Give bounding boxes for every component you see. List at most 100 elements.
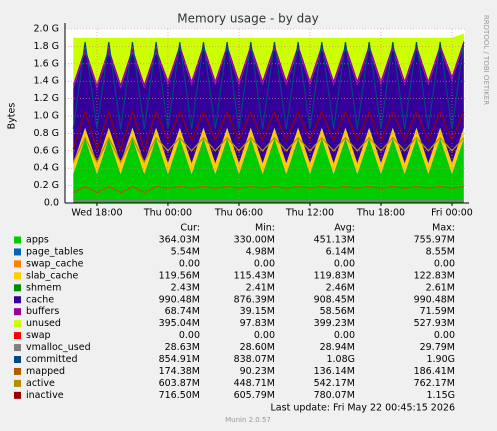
legend-value: 838.07M	[234, 354, 275, 365]
area	[73, 138, 464, 175]
legend-swatch	[14, 296, 21, 304]
legend-value: 990.48M	[159, 294, 200, 305]
chart-title: Memory usage - by day	[177, 12, 318, 26]
legend-value: 119.56M	[159, 270, 200, 281]
area	[73, 39, 464, 89]
legend-value: 542.17M	[314, 378, 355, 389]
legend-entry: shmem	[26, 282, 61, 293]
y-tick-label: 0.4 G	[34, 163, 60, 174]
y-tick-label: 1.2 G	[34, 93, 60, 104]
x-tick-label: Fri 00:00	[431, 208, 473, 219]
legend-entry: cache	[26, 294, 54, 305]
y-tick-label: 0.6 G	[34, 145, 60, 156]
legend-value: 90.23M	[240, 366, 275, 377]
legend-value: 4.98M	[246, 246, 275, 257]
legend-entry: buffers	[26, 306, 59, 317]
legend-value: 39.15M	[240, 306, 275, 317]
legend-entry: swap	[26, 330, 51, 341]
x-tick-label: Thu 12:00	[285, 208, 334, 219]
legend-entry: mapped	[26, 366, 65, 377]
legend-swatch	[14, 272, 21, 280]
legend-value: 762.17M	[414, 378, 455, 389]
legend-value: 8.55M	[426, 246, 455, 257]
line	[72, 41, 465, 130]
legend-value: 2.43M	[171, 282, 200, 293]
legend-value: 990.48M	[414, 294, 455, 305]
legend-value: 122.83M	[414, 270, 455, 281]
area	[73, 127, 464, 174]
legend-value: 68.74M	[165, 306, 200, 317]
legend-value: 399.23M	[314, 318, 355, 329]
legend-value: 364.03M	[159, 235, 200, 246]
legend-entry: page_tables	[26, 246, 84, 257]
legend-value: 1.08G	[326, 354, 355, 365]
legend-value: 174.38M	[159, 366, 200, 377]
legend-header: Avg:	[334, 223, 355, 234]
y-tick-label: 0.8 G	[34, 128, 60, 139]
legend-value: 29.79M	[420, 342, 455, 353]
legend-value: 0.00	[179, 258, 200, 269]
legend-value: 0.00	[434, 330, 455, 341]
legend-swatch	[14, 356, 21, 363]
legend-swatch	[14, 320, 21, 328]
legend-value: 0.00	[254, 258, 275, 269]
legend-swatch	[14, 344, 21, 352]
legend-swatch	[14, 248, 21, 256]
y-axis-label: Bytes	[7, 103, 18, 130]
legend-value: 1.15G	[426, 390, 455, 401]
x-tick-label: Thu 06:00	[214, 208, 263, 219]
footer: Munin 2.0.57	[225, 416, 271, 424]
legend-value: 136.14M	[314, 366, 355, 377]
legend-entry: committed	[26, 354, 78, 365]
x-tick-label: Thu 00:00	[143, 208, 192, 219]
legend-value: 876.39M	[234, 294, 275, 305]
legend-value: 97.83M	[240, 318, 275, 329]
legend-value: 603.87M	[159, 378, 200, 389]
legend-value: 5.54M	[171, 246, 200, 257]
legend-value: 186.41M	[414, 366, 455, 377]
y-tick-label: 1.8 G	[34, 41, 60, 52]
y-tick-label: 1.4 G	[34, 76, 60, 87]
legend-value: 71.59M	[420, 306, 455, 317]
line	[72, 136, 465, 164]
legend-value: 0.00	[334, 258, 355, 269]
legend-entry: unused	[26, 318, 61, 329]
legend-entry: inactive	[26, 390, 64, 401]
legend-value: 0.00	[334, 330, 355, 341]
legend-header: Cur:	[180, 223, 200, 234]
line	[73, 185, 464, 194]
legend-entry: apps	[26, 235, 49, 246]
legend-swatch	[14, 391, 21, 399]
legend-value: 0.00	[254, 330, 275, 341]
area	[73, 33, 464, 84]
watermark: RRDTOOL / TOBI OETIKER	[482, 15, 490, 105]
legend-value: 2.41M	[246, 282, 275, 293]
legend-value: 119.83M	[314, 270, 355, 281]
legend-value: 0.00	[179, 330, 200, 341]
legend-swatch	[14, 284, 21, 292]
legend-value: 330.00M	[234, 235, 275, 246]
legend-value: 28.94M	[320, 342, 355, 353]
legend-value: 395.04M	[159, 318, 200, 329]
legend-swatch	[14, 379, 21, 387]
legend-value: 2.46M	[326, 282, 355, 293]
y-tick-label: 0.0	[44, 198, 59, 209]
last-update: Last update: Fri May 22 00:45:15 2026	[271, 403, 455, 414]
legend-value: 854.91M	[159, 354, 200, 365]
legend-value: 716.50M	[159, 390, 200, 401]
legend-entry: active	[26, 378, 55, 389]
legend-value: 908.45M	[314, 294, 355, 305]
legend-value: 28.60M	[240, 342, 275, 353]
legend-value: 28.63M	[165, 342, 200, 353]
legend-swatch	[14, 260, 21, 268]
legend-swatch	[14, 308, 21, 316]
legend-value: 451.13M	[314, 235, 355, 246]
legend-swatch	[14, 332, 21, 340]
legend-entry: vmalloc_used	[26, 342, 91, 353]
legend-swatch	[14, 367, 21, 375]
legend-value: 527.93M	[414, 318, 455, 329]
line	[72, 109, 465, 152]
y-tick-label: 2.0 G	[34, 24, 60, 35]
legend-header: Min:	[255, 223, 275, 234]
